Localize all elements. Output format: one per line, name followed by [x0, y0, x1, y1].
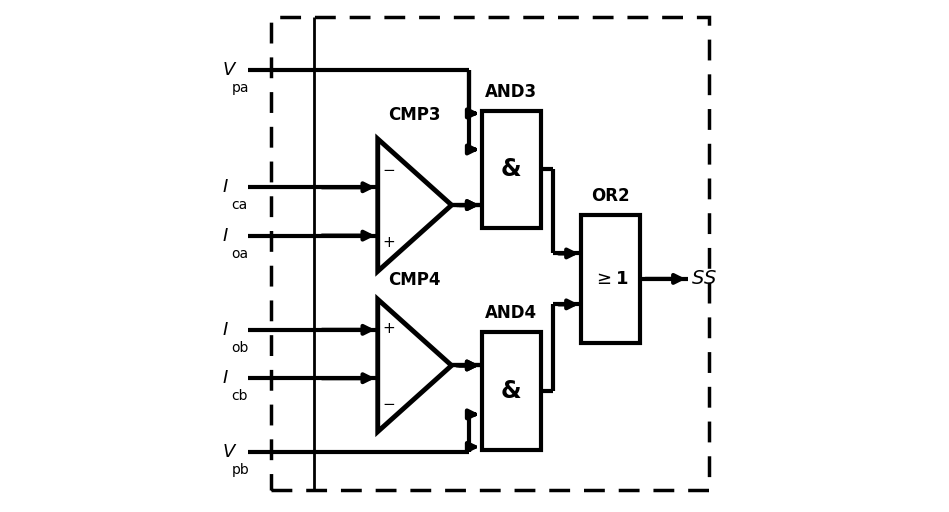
Text: ca: ca — [232, 199, 248, 212]
Text: ob: ob — [232, 341, 249, 355]
Text: $I$: $I$ — [222, 178, 230, 196]
Text: $I$: $I$ — [222, 369, 230, 387]
Text: pa: pa — [232, 81, 249, 95]
Bar — [582, 215, 640, 343]
Text: AND4: AND4 — [485, 304, 537, 322]
Text: $V$: $V$ — [222, 443, 238, 461]
Text: $-$: $-$ — [382, 395, 396, 410]
Text: $-$: $-$ — [382, 160, 396, 176]
Text: cb: cb — [232, 390, 248, 403]
Text: $I$: $I$ — [222, 227, 230, 245]
Text: &: & — [501, 379, 522, 403]
Text: $+$: $+$ — [382, 321, 396, 336]
Bar — [270, 17, 709, 490]
Text: AND3: AND3 — [485, 82, 537, 101]
Text: pb: pb — [232, 463, 250, 477]
Text: CMP3: CMP3 — [388, 105, 441, 123]
Text: oa: oa — [232, 247, 249, 261]
Text: $\geq$1: $\geq$1 — [593, 270, 628, 288]
Text: OR2: OR2 — [591, 187, 630, 205]
Text: $V$: $V$ — [222, 61, 238, 79]
Text: $SS$: $SS$ — [691, 269, 717, 288]
Text: CMP4: CMP4 — [388, 271, 441, 289]
Text: &: & — [501, 157, 522, 181]
Bar — [482, 111, 541, 228]
Bar — [482, 332, 541, 450]
Text: $I$: $I$ — [222, 321, 230, 339]
Text: $+$: $+$ — [382, 234, 396, 250]
